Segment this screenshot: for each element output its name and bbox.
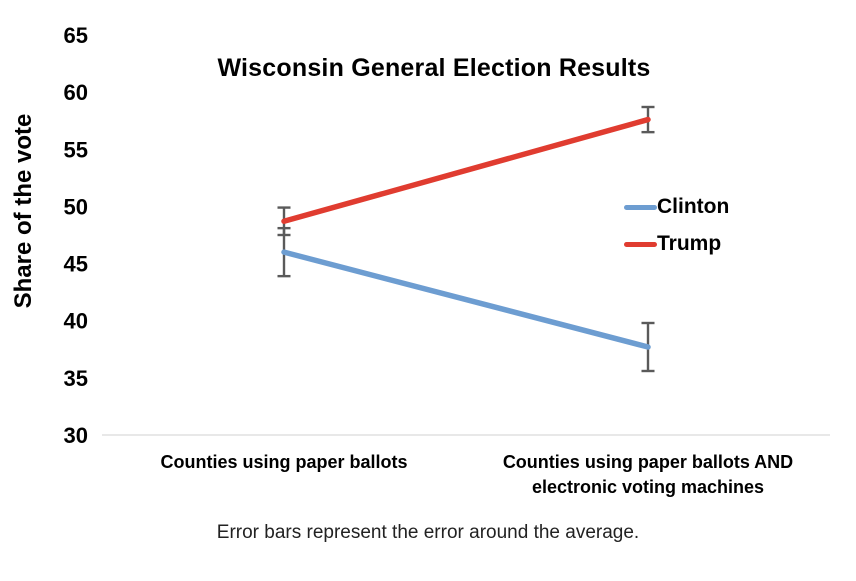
category-label-paper-ballots: Counties using paper ballots (160, 452, 408, 472)
chart-title: Wisconsin General Election Results (217, 54, 651, 82)
clinton-line-swatch (624, 204, 657, 210)
trump-line-swatch (624, 241, 657, 247)
legend-item-clinton: Clinton (624, 194, 729, 220)
y-tick-label: 55 (64, 137, 88, 162)
clinton-line (281, 249, 651, 350)
trump-line (281, 116, 651, 225)
category-label-paper-and-electronic: Counties using paper ballots AND electro… (502, 452, 794, 497)
y-tick-label: 50 (64, 194, 88, 219)
y-tick-label: 35 (64, 366, 88, 391)
legend: Clinton Trump (624, 194, 729, 268)
legend-item-trump: Trump (624, 231, 729, 257)
error-bar-caption: Error bars represent the error around th… (216, 522, 640, 543)
legend-label-clinton: Clinton (657, 195, 730, 218)
y-tick-label: 40 (64, 309, 88, 334)
y-tick-label: 65 (64, 23, 88, 48)
legend-label-trump: Trump (657, 232, 722, 255)
y-tick-label: 60 (64, 80, 88, 105)
y-tick-label: 45 (64, 252, 88, 277)
y-tick-label: 30 (64, 423, 88, 448)
x-axis-category-labels: Counties using paper ballots Counties us… (102, 450, 830, 500)
